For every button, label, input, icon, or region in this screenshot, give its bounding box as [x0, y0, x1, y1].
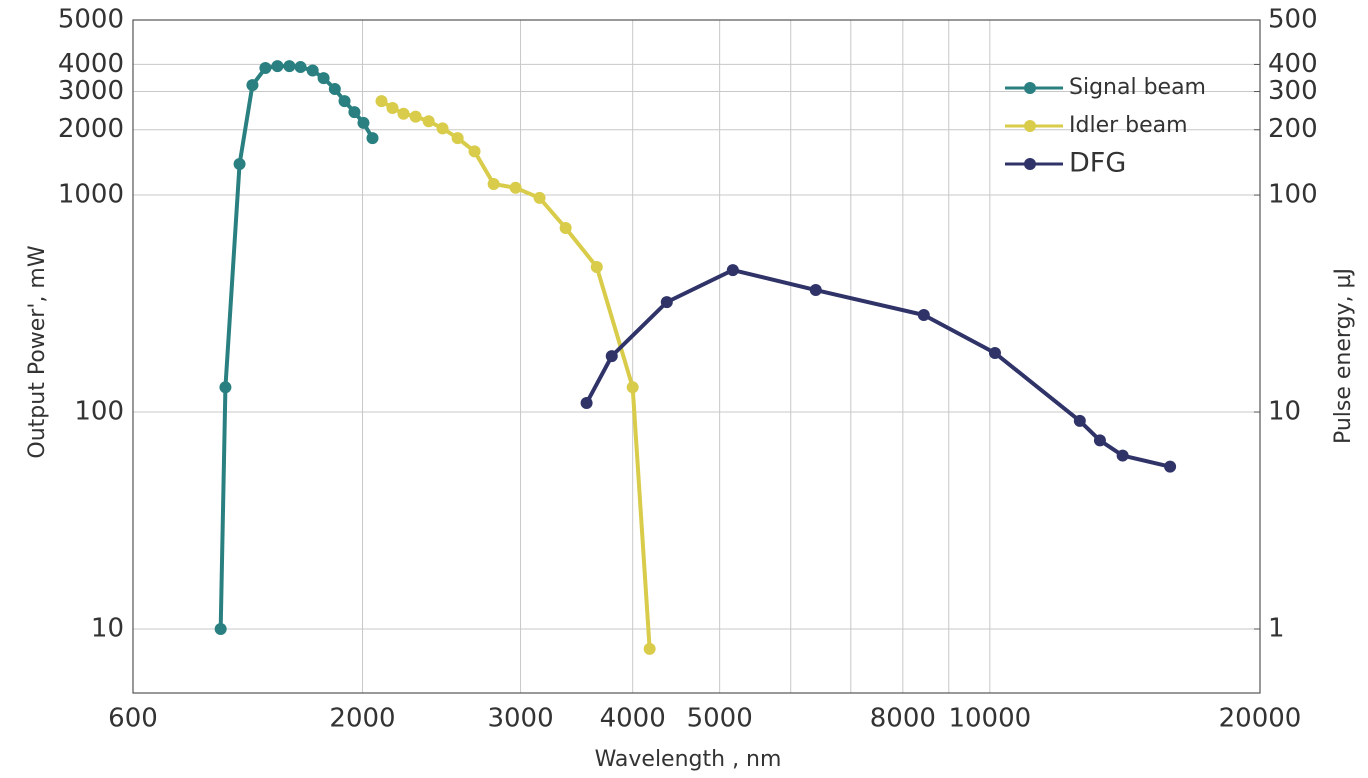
legend-label: DFG — [1069, 148, 1126, 179]
y-tick-label: 10 — [91, 613, 124, 643]
data-point — [917, 309, 930, 322]
x-tick-label: 20000 — [1219, 704, 1302, 734]
y2-tick-label: 400 — [1268, 49, 1318, 79]
x-tick-label: 10000 — [948, 704, 1031, 734]
legend-label: Signal beam — [1069, 75, 1206, 100]
legend-marker — [1024, 82, 1036, 94]
y2-tick-label: 10 — [1268, 397, 1301, 427]
data-point — [409, 110, 422, 123]
x-tick-label: 5000 — [687, 704, 753, 734]
data-point — [246, 79, 259, 92]
y2-tick-label: 300 — [1268, 76, 1318, 106]
legend-label: Idler beam — [1069, 113, 1188, 138]
y-axis-label: Output Power', mW — [25, 245, 50, 458]
data-point — [366, 132, 379, 145]
y2-axis-label: Pulse energy, µJ — [1331, 268, 1356, 444]
data-point — [1116, 449, 1129, 462]
y-tick-label: 100 — [74, 397, 124, 427]
x-axis-label: Wavelength , nm — [595, 747, 782, 772]
data-point — [397, 107, 410, 120]
data-point — [487, 177, 500, 190]
data-point — [328, 83, 341, 96]
data-point — [1073, 414, 1086, 427]
y2-tick-label: 1 — [1268, 613, 1285, 643]
y-tick-label: 1000 — [58, 180, 124, 210]
data-point — [294, 61, 307, 74]
data-point — [809, 284, 822, 297]
y2-tick-label: 500 — [1268, 5, 1318, 35]
legend-marker — [1024, 120, 1036, 132]
y2-tick-label: 200 — [1268, 114, 1318, 144]
data-point — [660, 296, 673, 309]
data-point — [317, 72, 330, 85]
data-point — [306, 64, 319, 77]
data-point — [233, 158, 246, 171]
y-tick-label: 5000 — [58, 5, 124, 35]
data-point — [219, 381, 232, 394]
data-point — [468, 145, 481, 158]
series-line — [218, 64, 375, 630]
data-point — [451, 132, 464, 145]
legend-marker — [1024, 158, 1036, 170]
data-point — [559, 221, 572, 234]
data-point — [988, 347, 1001, 360]
data-point — [348, 106, 361, 119]
data-point — [214, 622, 227, 635]
data-point — [605, 350, 618, 363]
y-tick-label: 4000 — [58, 49, 124, 79]
data-point — [283, 60, 296, 73]
data-point — [386, 101, 399, 114]
x-tick-label: 8000 — [870, 704, 936, 734]
x-tick-label: 600 — [108, 704, 158, 734]
data-point — [259, 62, 272, 75]
data-point — [422, 115, 435, 128]
data-point — [509, 181, 522, 194]
data-point — [1164, 460, 1177, 473]
plot-frame — [132, 19, 1261, 694]
data-point — [338, 95, 351, 108]
y-tick-label: 3000 — [58, 76, 124, 106]
data-point — [375, 95, 388, 108]
x-tick-label: 4000 — [600, 704, 666, 734]
data-point — [643, 642, 656, 655]
y-tick-label: 2000 — [58, 114, 124, 144]
data-point — [726, 264, 739, 277]
data-point — [626, 381, 639, 394]
x-tick-label: 3000 — [487, 704, 553, 734]
data-point — [357, 116, 370, 129]
y2-tick-label: 100 — [1268, 180, 1318, 210]
data-point — [590, 261, 603, 274]
data-point — [533, 191, 546, 204]
series-line — [584, 268, 1171, 469]
data-point — [1093, 434, 1106, 447]
data-point — [436, 122, 449, 135]
data-point — [580, 397, 593, 410]
data-point — [271, 60, 284, 73]
x-tick-label: 2000 — [329, 704, 395, 734]
